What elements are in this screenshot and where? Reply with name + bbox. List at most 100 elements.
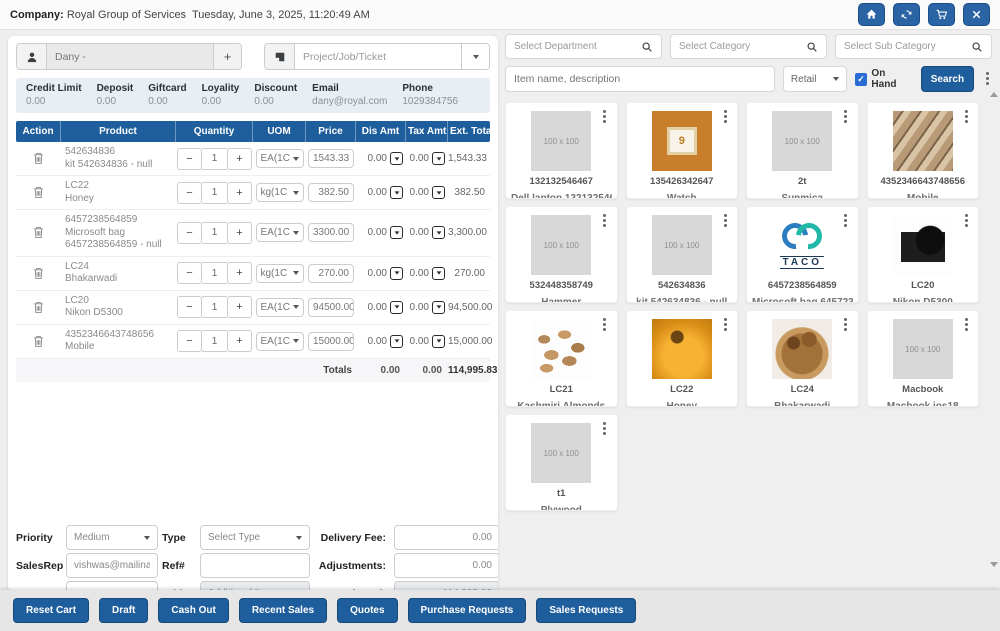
qty-decrease-button[interactable]: −	[177, 330, 202, 352]
type-select[interactable]: Select Type	[200, 525, 310, 550]
delete-item-icon[interactable]	[33, 152, 44, 165]
tax-options-button[interactable]	[432, 334, 445, 348]
additional-input[interactable]	[200, 581, 310, 592]
qty-decrease-button[interactable]: −	[177, 147, 202, 170]
qty-input[interactable]: 1	[202, 296, 227, 318]
uom-select[interactable]: EA(1C	[255, 297, 304, 317]
department-filter[interactable]: Select Department	[505, 34, 662, 59]
card-menu-icon[interactable]	[600, 318, 610, 332]
discount-options-button[interactable]	[390, 186, 403, 199]
card-menu-icon[interactable]	[720, 318, 730, 332]
card-menu-icon[interactable]	[720, 214, 730, 228]
purchase-requests-button[interactable]: Purchase Requests	[407, 598, 527, 623]
price-input[interactable]: 382.50	[308, 183, 354, 202]
card-menu-icon[interactable]	[841, 318, 851, 332]
reset-cart-button[interactable]: Reset Cart	[13, 598, 90, 623]
price-input[interactable]: 15000.00	[308, 331, 354, 351]
price-list-select[interactable]: Retail	[782, 66, 847, 92]
uom-select[interactable]: kg(1C	[255, 183, 304, 202]
card-menu-icon[interactable]	[961, 110, 971, 124]
sync-button[interactable]	[893, 3, 920, 26]
subcategory-filter[interactable]: Select Sub Category	[835, 34, 992, 59]
adjustments-input[interactable]	[394, 553, 498, 578]
qty-decrease-button[interactable]: −	[177, 181, 202, 204]
qty-increase-button[interactable]: +	[227, 147, 252, 170]
project-input[interactable]: Project/Job/Ticket	[295, 44, 461, 69]
home-button[interactable]	[858, 3, 885, 26]
priority-select[interactable]: Medium	[66, 525, 158, 550]
card-menu-icon[interactable]	[600, 110, 610, 124]
scroll-up-icon[interactable]	[990, 92, 998, 97]
card-menu-icon[interactable]	[841, 214, 851, 228]
card-menu-icon[interactable]	[841, 110, 851, 124]
qty-increase-button[interactable]: +	[227, 296, 252, 318]
discount-options-button[interactable]	[390, 300, 403, 314]
delete-item-icon[interactable]	[33, 267, 44, 280]
tax-options-button[interactable]	[432, 266, 445, 280]
product-card[interactable]: 100 x 100 132132546467 Dell laptop 13213…	[505, 102, 618, 199]
delete-item-icon[interactable]	[33, 186, 44, 199]
qty-input[interactable]: 1	[202, 147, 227, 170]
item-search-input[interactable]	[505, 66, 775, 92]
customer-select[interactable]: Dany -	[47, 44, 213, 69]
tax-options-button[interactable]	[432, 300, 445, 314]
qty-input[interactable]: 1	[202, 221, 227, 244]
product-card[interactable]: 100 x 100 532448358749 Hammer On Hand: 1…	[505, 206, 618, 303]
product-card[interactable]: 9 135426342647 Watch On Hand: 13, CAD 2,…	[625, 102, 738, 199]
product-card[interactable]: 4352346643748656 Mobile On Hand: 13, CAD…	[866, 102, 979, 199]
add-customer-button[interactable]: +	[213, 44, 241, 69]
price-input[interactable]: 270.00	[308, 263, 354, 283]
product-card[interactable]: LC20 Nikon D5300 On Hand: 3, CAD 94,500.…	[866, 206, 979, 303]
quotes-button[interactable]: Quotes	[337, 598, 398, 623]
onhand-checkbox[interactable]: ✓	[854, 72, 868, 86]
uom-select[interactable]: EA(1C	[255, 223, 304, 243]
qty-decrease-button[interactable]: −	[177, 296, 202, 318]
price-input[interactable]: 3300.00	[308, 223, 354, 243]
recent-sales-button[interactable]: Recent Sales	[238, 598, 328, 623]
card-menu-icon[interactable]	[600, 214, 610, 228]
product-card[interactable]: LC22 Honey On Hand: 20, CAD 382.50	[625, 310, 738, 407]
card-menu-icon[interactable]	[600, 422, 610, 436]
product-card[interactable]: LC24 Bhakarwadi On Hand: 30, CAD 270.00	[746, 310, 859, 407]
sales-requests-button[interactable]: Sales Requests	[536, 598, 637, 623]
qty-increase-button[interactable]: +	[227, 221, 252, 244]
card-menu-icon[interactable]	[961, 214, 971, 228]
product-card[interactable]: TACO 6457238564859 Microsoft bag 6457238…	[746, 206, 859, 303]
qty-input[interactable]: 1	[202, 181, 227, 204]
cart-button[interactable]	[928, 3, 955, 26]
price-input[interactable]: 1543.33	[308, 149, 354, 168]
uom-select[interactable]: kg(1C	[255, 263, 304, 283]
cash-out-button[interactable]: Cash Out	[158, 598, 229, 623]
draft-button[interactable]: Draft	[99, 598, 149, 623]
card-menu-icon[interactable]	[961, 318, 971, 332]
search-button[interactable]: Search	[920, 66, 975, 92]
qty-input[interactable]: 1	[202, 262, 227, 284]
product-card[interactable]: 100 x 100 2t Sunmica On Hand: 38, CAD 1,…	[746, 102, 859, 199]
scroll-down-icon[interactable]	[990, 562, 998, 567]
delete-item-icon[interactable]	[33, 335, 44, 348]
qty-decrease-button[interactable]: −	[177, 262, 202, 284]
ref-input[interactable]	[200, 553, 310, 578]
uom-select[interactable]: EA(1C	[255, 149, 304, 168]
qty-increase-button[interactable]: +	[227, 262, 252, 284]
product-card[interactable]: LC21 Kashmiri Almonds On Hand: 42, CAD 7…	[505, 310, 618, 407]
delete-item-icon[interactable]	[33, 301, 44, 314]
price-input[interactable]: 94500.00	[308, 297, 354, 317]
project-dropdown-button[interactable]	[461, 44, 489, 69]
salesrep-input[interactable]	[66, 553, 158, 578]
delivery-fee-input[interactable]	[394, 525, 498, 550]
discount-options-button[interactable]	[390, 226, 403, 240]
catalog-scrollbar[interactable]	[989, 90, 998, 569]
product-card[interactable]: 100 x 100 Macbook Macbook ios18 On Hand:…	[866, 310, 979, 407]
tax-options-button[interactable]	[432, 226, 445, 240]
qty-increase-button[interactable]: +	[227, 330, 252, 352]
qty-input[interactable]: 1	[202, 330, 227, 352]
uom-select[interactable]: EA(1C	[255, 331, 304, 351]
discount-options-button[interactable]	[390, 266, 403, 280]
product-card[interactable]: 100 x 100 t1 Plywood On Hand: 15, CAD 2,…	[505, 414, 618, 511]
category-filter[interactable]: Select Category	[670, 34, 827, 59]
product-card[interactable]: 100 x 100 542634836 kit 542634836 - null…	[625, 206, 738, 303]
discount-options-button[interactable]	[390, 152, 403, 165]
payment-input[interactable]	[66, 581, 158, 592]
qty-increase-button[interactable]: +	[227, 181, 252, 204]
